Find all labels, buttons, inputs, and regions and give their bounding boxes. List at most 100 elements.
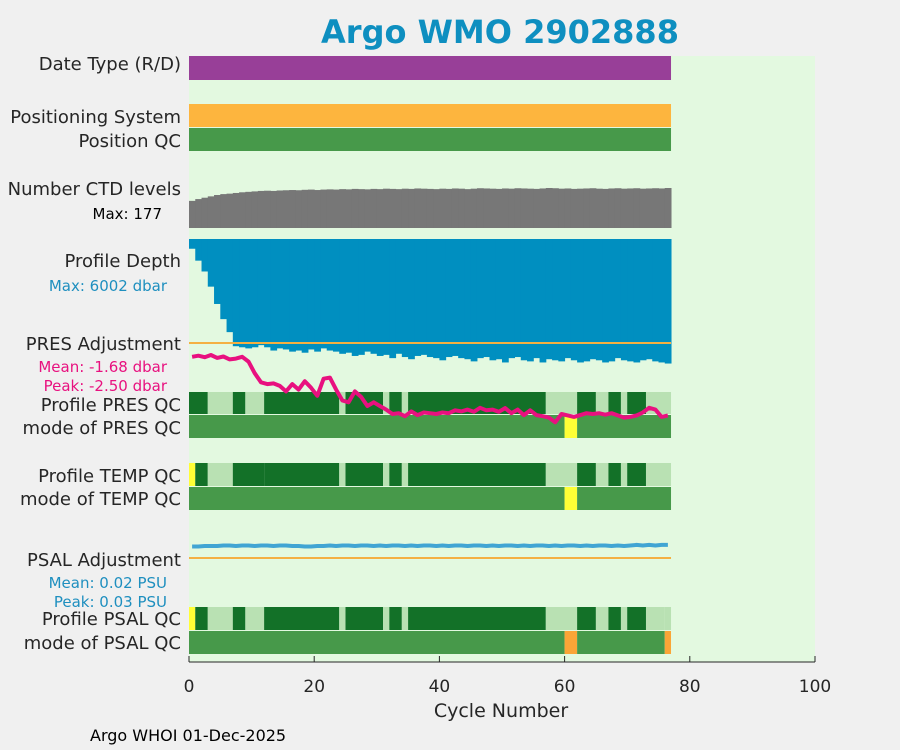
psal-qc-segment <box>189 607 196 630</box>
profile-depth-bar <box>539 239 547 363</box>
profile-depth-bar <box>414 239 422 356</box>
ctd-level-bar <box>627 188 634 228</box>
ctd-level-bar <box>645 188 653 228</box>
psal-qc-segment <box>595 607 609 630</box>
ctd-level-bar <box>552 188 559 228</box>
ctd-level-bar <box>639 188 647 228</box>
temp-qc-segment <box>232 463 265 486</box>
pres-mode-segment <box>577 415 672 438</box>
x-tick-label: 40 <box>429 677 451 697</box>
pres-mode-segment <box>564 415 578 438</box>
label-ctd-levels: Number CTD levels <box>8 179 181 200</box>
profile-depth-bar <box>514 239 522 358</box>
ctd-level-bar <box>476 188 484 228</box>
profile-depth-bar <box>358 239 365 355</box>
pres-qc-segment <box>627 392 646 414</box>
profile-depth-bar <box>589 239 597 360</box>
profile-depth-bar <box>282 239 290 350</box>
profile-depth-bar <box>476 239 484 359</box>
x-axis-label: Cycle Number <box>434 700 568 722</box>
profile-depth-bar <box>464 239 472 360</box>
profile-depth-bar <box>620 239 628 361</box>
ctd-level-bar <box>339 189 346 228</box>
profile-depth-bar <box>614 239 622 359</box>
profile-depth-bar <box>351 239 359 356</box>
ctd-level-bar <box>370 188 378 228</box>
ctd-level-bar <box>245 191 253 228</box>
profile-depth-bar <box>489 239 497 361</box>
ctd-level-bar <box>495 188 503 228</box>
x-tick-label: 20 <box>303 677 325 697</box>
profile-depth-bar <box>332 239 340 352</box>
profile-depth-bar <box>652 239 659 362</box>
ctd-level-bar <box>483 188 490 228</box>
profile-depth-bar <box>276 239 284 349</box>
ctd-level-bar <box>583 188 591 228</box>
ctd-level-bar <box>539 188 547 228</box>
ctd-level-bar <box>458 188 465 228</box>
pres-qc-segment <box>401 392 409 414</box>
temp-qc-segment <box>383 463 390 486</box>
temp-mode-segment <box>564 487 578 510</box>
ctd-level-bar <box>414 188 422 228</box>
ctd-level-bar <box>383 188 390 228</box>
psal-qc-segment <box>608 607 621 630</box>
profile-depth-bar <box>245 239 253 349</box>
ctd-level-bar <box>652 188 659 228</box>
ctd-level-bar <box>602 188 609 228</box>
profile-depth-bar <box>376 239 384 356</box>
profile-depth-bar <box>370 239 378 354</box>
profile-depth-bar <box>508 239 516 359</box>
ctd-level-bar <box>445 188 453 228</box>
ctd-level-bar <box>408 188 415 228</box>
pres-qc-segment <box>232 392 246 414</box>
label-mode-pres-qc: mode of PRES QC <box>23 418 181 439</box>
ctd-level-bar <box>664 188 672 228</box>
pres-qc-segment <box>245 392 265 414</box>
ctd-level-bar <box>595 188 603 228</box>
profile-depth-bar <box>214 239 221 304</box>
psal-qc-segment <box>645 607 665 630</box>
profile-depth-bar <box>189 239 196 249</box>
ctd-level-bar <box>307 189 315 228</box>
ctd-level-bar <box>658 188 666 228</box>
profile-depth-bar <box>483 239 490 358</box>
footer-credit: Argo WHOI 01-Dec-2025 <box>90 726 286 745</box>
ctd-level-bar <box>295 190 303 228</box>
profile-depth-bar <box>433 239 440 359</box>
x-tick-label: 60 <box>554 677 576 697</box>
ctd-level-bar <box>508 188 516 228</box>
ctd-level-bar <box>270 190 278 228</box>
ctd-level-bar <box>620 188 628 228</box>
pres-adjustment-line <box>191 353 669 425</box>
profile-depth-bar <box>320 239 328 349</box>
psal-adjustment-line <box>192 542 668 549</box>
profile-depth-bar <box>207 239 215 287</box>
pres-qc-segment <box>595 392 609 414</box>
profile-depth-bar <box>639 239 647 361</box>
ctd-max-info: Max: 177 <box>93 205 162 223</box>
label-mode-temp-qc: mode of TEMP QC <box>20 489 181 510</box>
temp-mode-segment <box>189 487 565 510</box>
ctd-level-bar <box>514 188 522 228</box>
profile-depth-bar <box>239 239 246 348</box>
profile-depth-bar <box>608 239 616 362</box>
profile-depth-bar <box>226 239 234 333</box>
ctd-level-bar <box>464 189 472 228</box>
ctd-level-bar <box>527 188 534 228</box>
ctd-level-bar <box>320 189 328 228</box>
psal-qc-segment <box>264 607 340 630</box>
profile-depth-bar <box>527 239 534 362</box>
ctd-level-bar <box>614 188 622 228</box>
profile-depth-bar <box>451 239 459 356</box>
psal-peak-info: Peak: 0.03 PSU <box>54 593 167 611</box>
ctd-level-bar <box>376 189 384 228</box>
profile-depth-bar <box>220 239 228 320</box>
ctd-level-bar <box>420 188 428 228</box>
label-profile-pres-qc: Profile PRES QC <box>41 395 181 416</box>
pres-qc-segment <box>620 392 628 414</box>
profile-depth-bar <box>408 239 415 360</box>
profile-depth-bar <box>570 239 578 361</box>
psal-qc-segment <box>577 607 596 630</box>
temp-qc-segment <box>408 463 546 486</box>
